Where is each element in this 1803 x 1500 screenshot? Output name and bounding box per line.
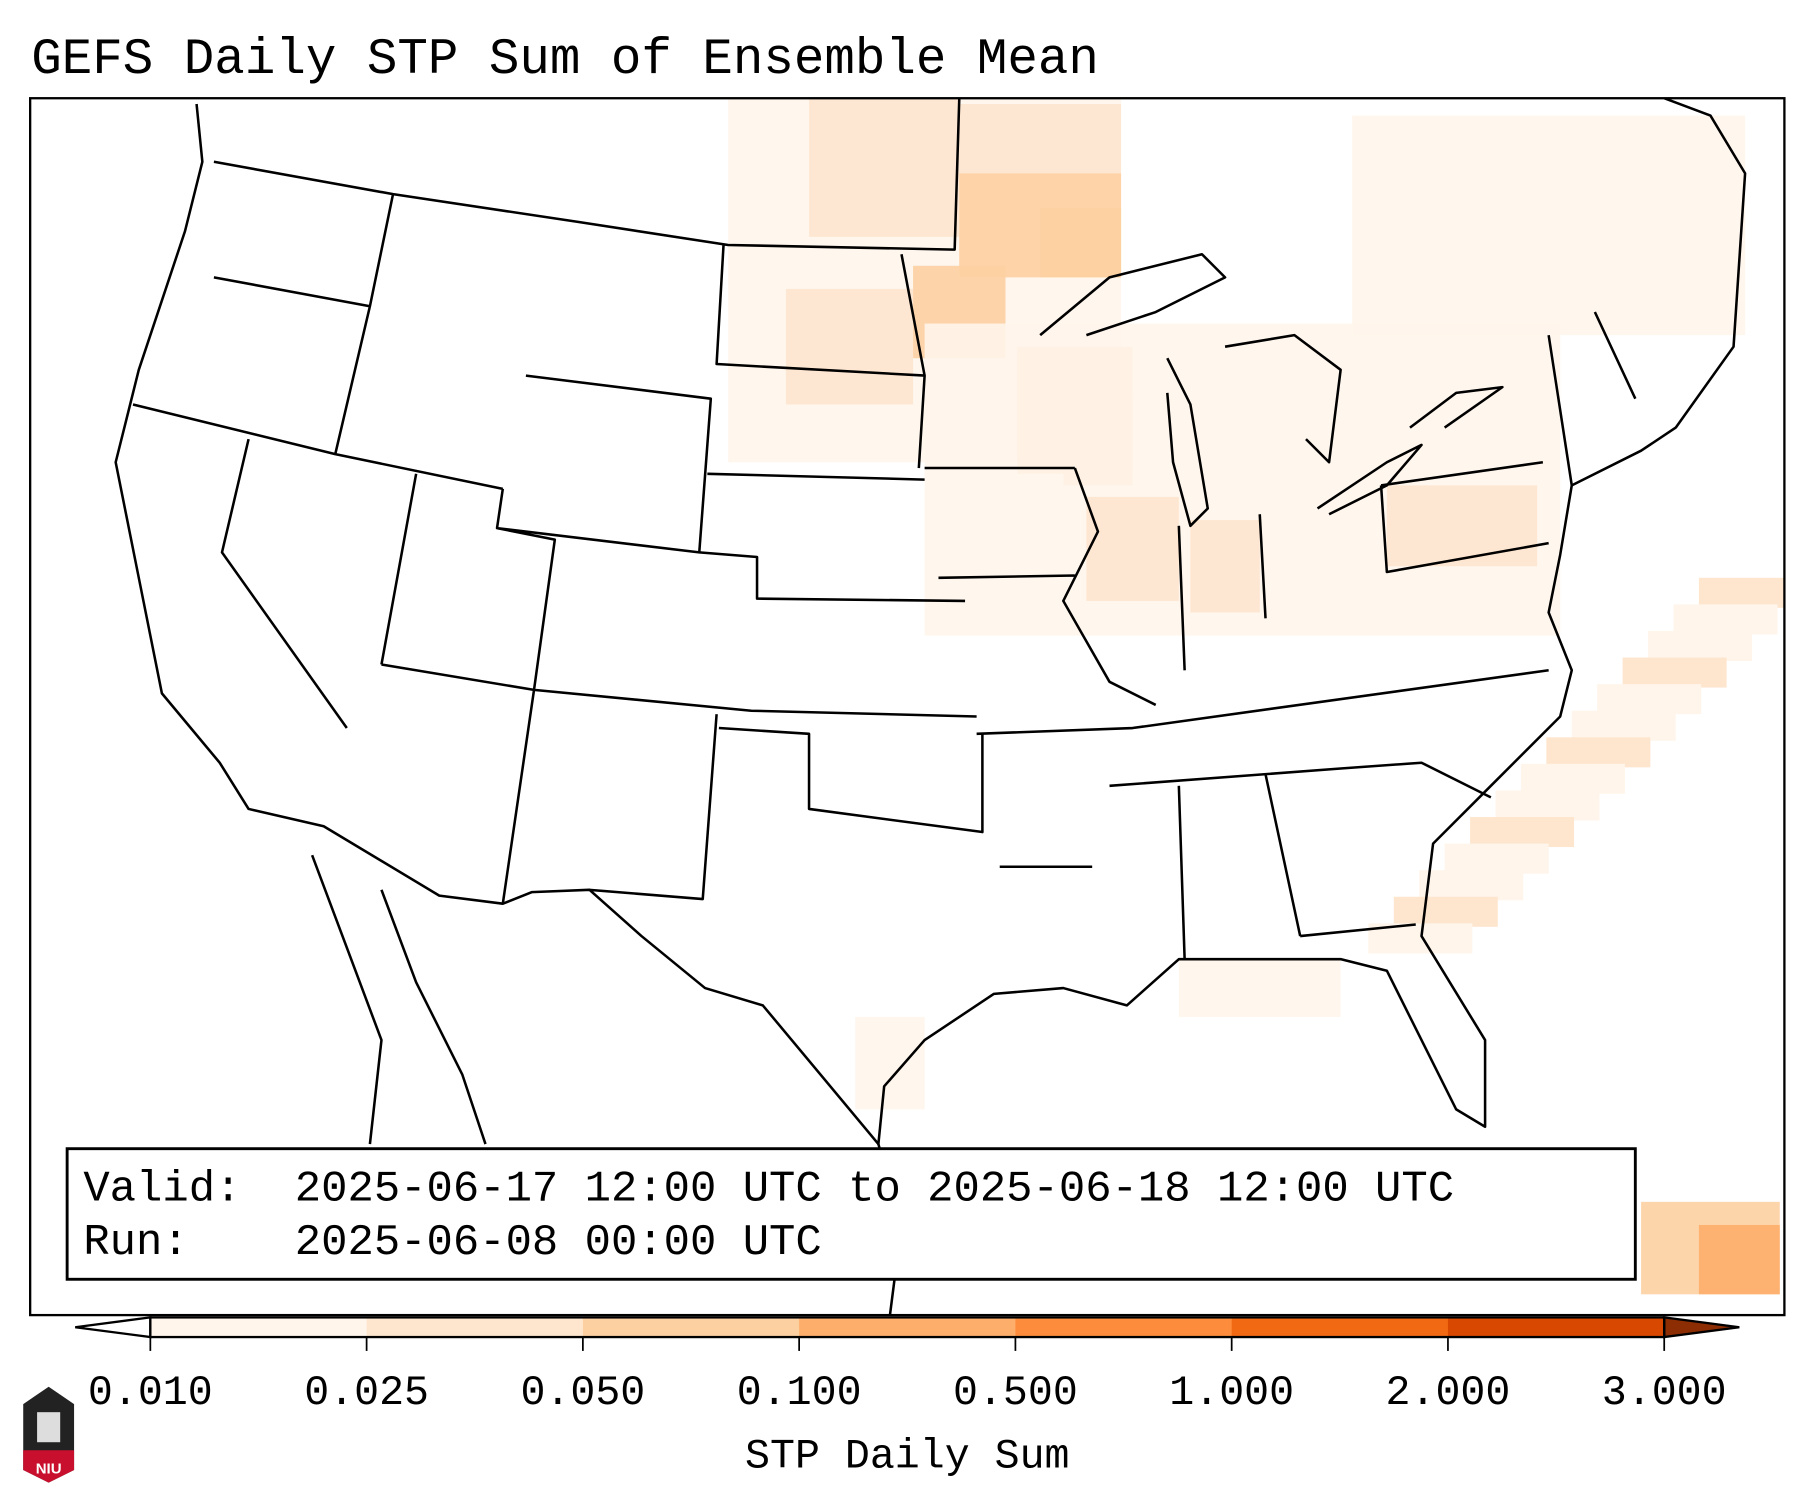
stp-cell [1698,1224,1780,1295]
stp-cell [1393,896,1498,927]
colorbar-segment [366,1317,584,1338]
colorbar-tick-label: 0.100 [737,1370,862,1417]
valid-label: Valid: [83,1165,241,1215]
state-borders [132,98,1637,960]
colorbar-segment [1447,1317,1665,1338]
map-frame [29,97,1786,1317]
colorbar-segment [582,1317,800,1338]
stp-cell [1597,684,1702,715]
colorbar-segment [1015,1317,1233,1338]
stp-cell [855,1016,925,1110]
stp-cell [1470,817,1575,848]
stp-cell [1520,763,1625,794]
run-value: 2025-06-08 00:00 UTC [295,1218,822,1268]
stp-cell [1622,657,1727,688]
colorbar-segment [799,1317,1016,1338]
stp-cell [1571,710,1676,741]
map [29,97,1786,1317]
stp-cell [1352,115,1746,336]
colorbar-tick-label: 0.050 [520,1370,645,1417]
coastline-border [114,98,1747,1146]
stp-cell [1086,496,1179,601]
colorbar-segment [1231,1317,1449,1338]
colorbar: 0.010 0.025 0.050 0.100 0.500 1.000 2.000 3.000 [75,1316,1740,1417]
colorbar-tick-label: 2.000 [1386,1370,1511,1417]
colorbar-tick-label: 1.000 [1169,1370,1294,1417]
stp-cell [1178,959,1341,1017]
stp-cell [1673,604,1778,635]
stp-cell [1386,485,1538,567]
info-box: Valid: 2025-06-17 12:00 UTC to 2025-06-1… [65,1147,1637,1281]
stp-cell [1495,790,1600,821]
colorbar-segment [150,1317,368,1338]
colorbar-tick-label: 0.025 [304,1370,429,1417]
stp-cell [1698,577,1785,608]
stp-cell [809,98,960,237]
stp-cell [785,288,914,405]
niu-logo: NIU [23,1386,75,1483]
valid-value: 2025-06-17 12:00 UTC to 2025-06-18 12:00… [295,1165,1454,1215]
stp-cell [1648,630,1753,662]
great-lakes [1039,252,1504,528]
page-title: GEFS Daily STP Sum of Ensemble Mean [31,32,1099,89]
stp-cell [1040,208,1122,278]
colorbar-under-extend [75,1316,152,1339]
colorbar-over-extend [1663,1316,1740,1339]
stp-cell [1444,843,1549,874]
stp-cell [1419,870,1524,901]
stp-shading [728,98,1785,1295]
colorbar-tick-label: 0.010 [88,1370,213,1417]
svg-text:NIU: NIU [36,1460,62,1477]
colorbar-tick-label: 0.500 [953,1370,1078,1417]
colorbar-label: STP Daily Sum [745,1434,1069,1481]
stp-cell [1546,737,1651,768]
stp-cell [1190,520,1260,613]
run-label: Run: [83,1218,188,1268]
colorbar-tick-label: 3.000 [1602,1370,1727,1417]
